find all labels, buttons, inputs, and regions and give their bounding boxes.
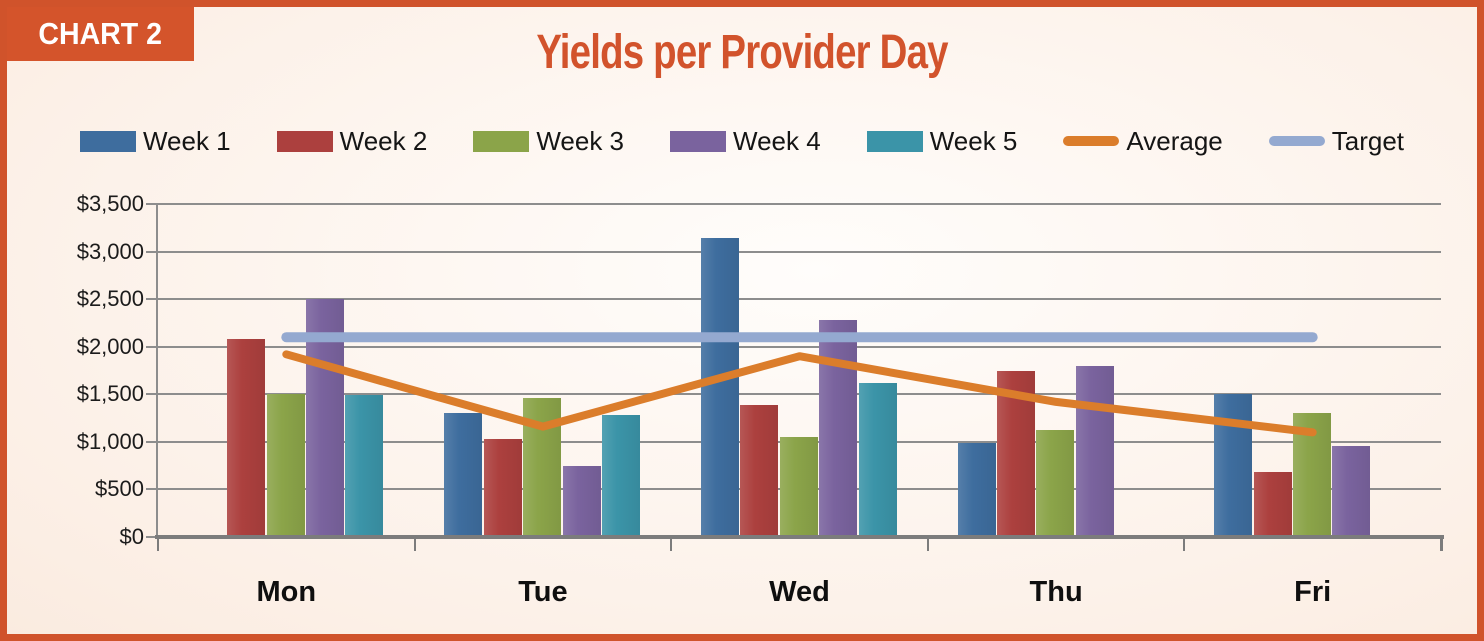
grid-line xyxy=(158,298,1441,301)
bar-week-4-tue xyxy=(562,465,601,537)
bar-week-2-fri xyxy=(1253,472,1292,537)
legend-label-target: Target xyxy=(1331,125,1405,156)
legend-swatch-target xyxy=(1268,136,1325,146)
legend-item-week-5: Week 5 xyxy=(866,125,1018,157)
grid-line xyxy=(158,393,1441,396)
legend-label-week-2: Week 2 xyxy=(339,125,428,156)
y-axis-label: $3,500 xyxy=(76,191,144,216)
bar-week-2-tue xyxy=(483,439,522,537)
legend-item-week-1: Week 1 xyxy=(79,125,231,157)
legend-item-week-4: Week 4 xyxy=(670,126,821,157)
legend-label-week-1: Week 1 xyxy=(142,125,231,156)
line-series-overlay xyxy=(281,332,1318,437)
y-axis-label: $1,000 xyxy=(76,428,144,454)
x-axis-label-tue: Tue xyxy=(518,576,568,608)
y-axis-label: $2,500 xyxy=(76,286,144,312)
legend-swatch-week-2 xyxy=(276,130,333,152)
y-axis-tick xyxy=(146,488,158,491)
grid-line xyxy=(158,250,1441,253)
bar-week-4-thu xyxy=(1075,365,1114,537)
y-axis-label: $0 xyxy=(119,524,144,549)
bar-week-2-thu xyxy=(997,370,1035,537)
bar-week-5-wed xyxy=(858,382,897,537)
chart-title: Yields per Provider Day xyxy=(536,26,948,79)
legend-item-target: Target xyxy=(1268,125,1405,157)
x-axis-line xyxy=(155,535,1444,539)
legend-swatch-average xyxy=(1063,136,1120,146)
legend-item-week-3: Week 3 xyxy=(473,126,624,157)
y-axis-tick xyxy=(146,203,158,205)
y-axis-label: $500 xyxy=(95,476,144,502)
legend-item-average: Average xyxy=(1063,125,1223,157)
y-axis-label: $2,000 xyxy=(76,333,144,359)
x-axis-label-fri: Fri xyxy=(1294,576,1332,608)
y-axis-label: $1,500 xyxy=(76,381,144,407)
legend: Week 1 Week 2 Week 3 Week 4 Week 5 Average Tar… xyxy=(7,126,1477,156)
chart-tag-badge: CHART 2 xyxy=(7,7,194,61)
bar-week-3-mon xyxy=(266,394,305,537)
x-axis-label-wed: Wed xyxy=(769,576,830,608)
bar-week-4-fri xyxy=(1332,445,1371,537)
x-axis-tick xyxy=(926,538,929,551)
average-line xyxy=(282,350,1317,437)
bar-week-3-wed xyxy=(779,437,818,537)
x-axis-tick xyxy=(157,538,159,551)
legend-label-week-4: Week 4 xyxy=(733,125,821,156)
chart-tag-label: CHART 2 xyxy=(38,16,163,51)
legend-swatch-week-1 xyxy=(79,130,136,152)
y-axis-tick xyxy=(146,250,158,253)
y-axis-tick xyxy=(146,298,158,301)
bar-week-4-wed xyxy=(819,320,858,537)
grid-line xyxy=(158,203,1441,205)
legend-swatch-week-5 xyxy=(866,130,923,152)
x-axis-tick xyxy=(670,538,673,551)
y-axis-line xyxy=(156,204,158,537)
y-axis-tick xyxy=(146,536,158,538)
y-axis-tick xyxy=(146,393,158,396)
bar-week-2-mon xyxy=(227,339,266,537)
legend-item-week-2: Week 2 xyxy=(276,125,428,157)
legend-label-average: Average xyxy=(1126,125,1223,156)
x-axis-tick xyxy=(413,538,416,551)
bar-week-2-wed xyxy=(740,404,779,537)
bar-week-5-tue xyxy=(602,415,640,537)
legend-swatch-week-4 xyxy=(670,130,727,152)
y-axis-tick xyxy=(146,345,158,348)
bar-week-1-thu xyxy=(957,442,996,537)
legend-swatch-week-3 xyxy=(473,130,530,152)
x-axis-tick xyxy=(1440,538,1443,551)
legend-label-week-5: Week 5 xyxy=(929,125,1018,156)
x-axis-label-mon: Mon xyxy=(256,576,317,608)
plot-area xyxy=(146,203,1444,551)
x-axis-tick xyxy=(1183,538,1186,551)
bar-week-5-mon xyxy=(345,395,384,537)
y-axis-label: $3,000 xyxy=(76,238,144,264)
legend-label-week-3: Week 3 xyxy=(536,125,625,156)
bar-week-1-wed xyxy=(701,238,739,537)
y-axis-tick xyxy=(146,440,158,443)
bar-week-1-tue xyxy=(444,413,483,537)
bar-week-3-thu xyxy=(1036,429,1075,537)
grid-line xyxy=(158,345,1441,348)
x-axis-label-thu: Thu xyxy=(1029,576,1083,608)
